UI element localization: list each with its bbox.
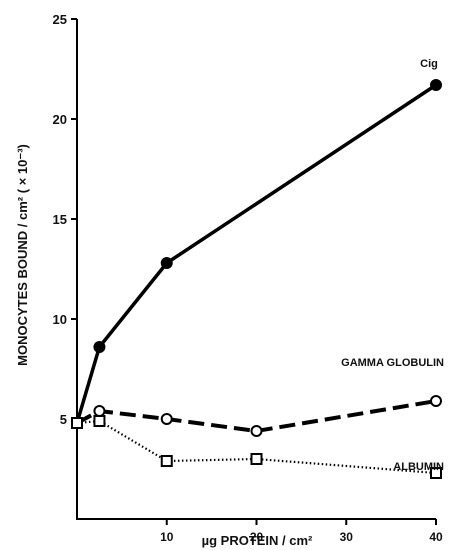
y-tick-label: 10 xyxy=(53,312,67,327)
y-tick-label: 20 xyxy=(53,112,67,127)
x-tick-label: 30 xyxy=(340,530,354,544)
data-point-cig xyxy=(93,341,106,353)
y-tick-label: 25 xyxy=(53,12,67,27)
data-point-gamma-globulin xyxy=(250,425,263,437)
data-point-albumin xyxy=(71,417,83,429)
data-point-albumin xyxy=(430,467,442,479)
x-tick-label: 20 xyxy=(250,530,264,544)
series-label-albumin: ALBUMIN xyxy=(393,461,444,473)
x-axis-label: µg PROTEIN / cm² xyxy=(202,533,313,548)
y-axis-label: MONOCYTES BOUND / cm² ( × 10⁻³) xyxy=(15,144,30,366)
y-tick-label: 15 xyxy=(53,212,67,227)
series-label-gamma-globulin: GAMMA GLOBULIN xyxy=(341,357,444,369)
data-point-albumin xyxy=(93,415,106,427)
series-line-cig xyxy=(75,83,437,424)
data-point-gamma-globulin xyxy=(430,395,442,407)
data-point-albumin xyxy=(250,453,263,465)
y-tick-label: 5 xyxy=(60,412,67,427)
data-point-gamma-globulin xyxy=(160,413,173,425)
x-tick-label: 40 xyxy=(429,530,443,544)
data-point-gamma-globulin xyxy=(93,405,106,417)
x-tick-label: 10 xyxy=(160,530,174,544)
data-point-cig xyxy=(160,257,173,269)
data-point-cig xyxy=(430,79,442,91)
series-label-cig: Cig xyxy=(420,58,438,70)
data-point-albumin xyxy=(160,455,173,467)
